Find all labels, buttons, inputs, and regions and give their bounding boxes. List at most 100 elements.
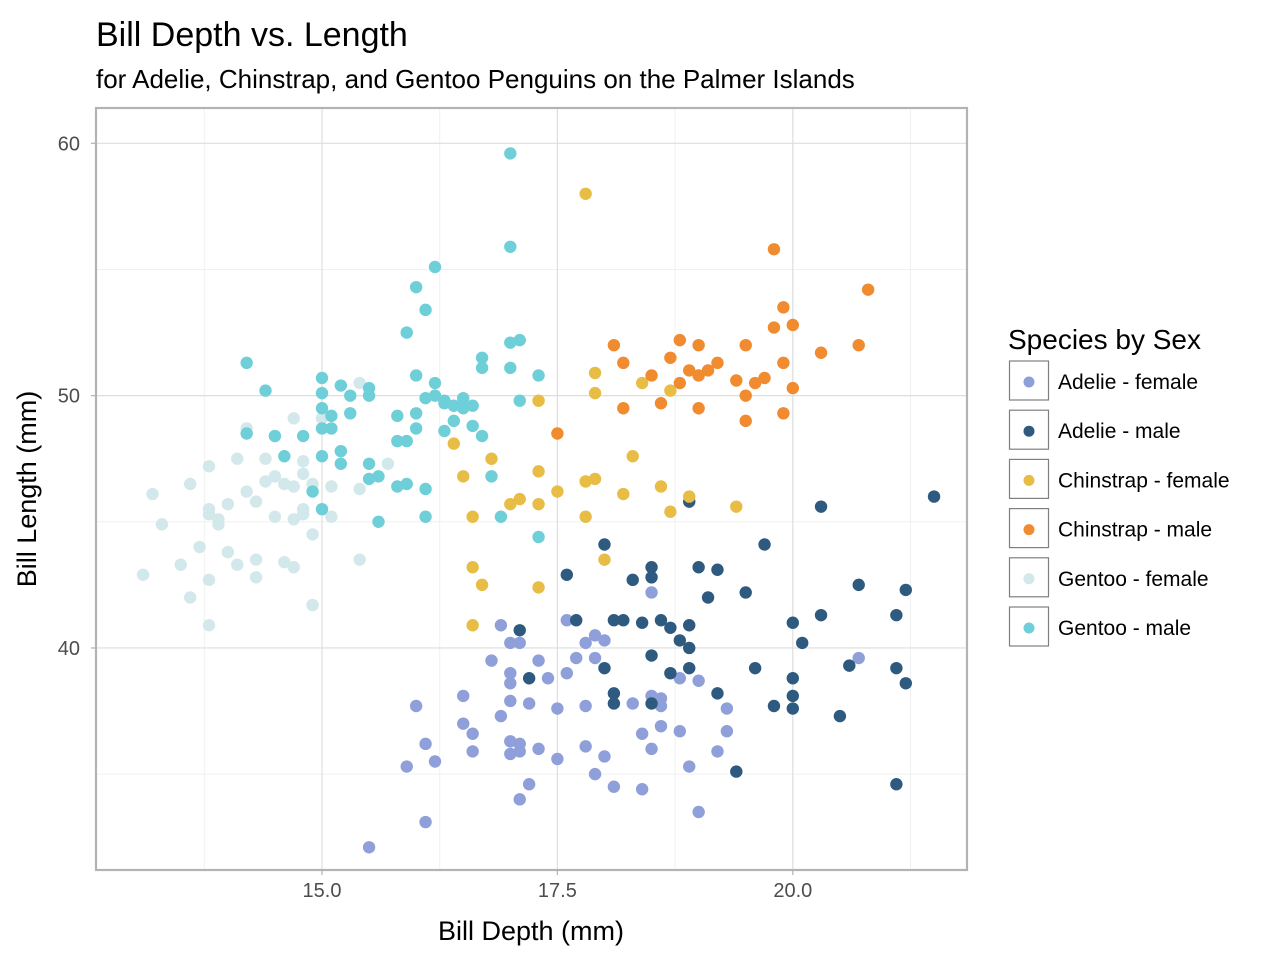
data-point <box>635 783 649 796</box>
data-point <box>400 760 413 773</box>
data-point <box>221 545 235 559</box>
data-point <box>927 490 941 503</box>
data-point <box>767 321 781 334</box>
data-point <box>833 709 847 723</box>
data-point <box>683 661 696 675</box>
data-point <box>551 427 564 440</box>
data-point <box>419 303 432 317</box>
data-point <box>758 538 771 551</box>
x-axis-label: Bill Depth (mm) <box>438 916 624 946</box>
data-point <box>353 482 366 496</box>
data-point <box>287 480 300 493</box>
data-point <box>372 515 385 529</box>
data-point <box>588 767 602 781</box>
data-point <box>202 460 216 473</box>
data-point <box>513 492 526 506</box>
data-point <box>522 697 536 710</box>
data-point <box>325 480 338 493</box>
data-point <box>315 386 329 400</box>
data-point <box>739 338 752 352</box>
legend-marker <box>1023 376 1035 388</box>
series-gentoo-male <box>240 147 545 544</box>
y-axis-ticks: 40 50 60 <box>58 133 96 660</box>
data-point <box>409 407 423 420</box>
data-point <box>409 699 423 713</box>
data-point <box>560 666 574 680</box>
data-point <box>588 629 602 642</box>
legend-label: Adelie - female <box>1058 371 1198 394</box>
data-point <box>607 687 621 700</box>
series-adelie-male <box>513 490 941 791</box>
data-point <box>447 399 461 412</box>
x-tick-label: 15.0 <box>303 880 342 902</box>
data-point <box>673 672 687 685</box>
data-point <box>645 561 658 574</box>
legend-label: Chinstrap - male <box>1058 519 1212 542</box>
data-point <box>626 449 639 463</box>
data-point <box>457 470 470 483</box>
data-point <box>419 737 432 751</box>
data-point <box>504 147 517 160</box>
data-point <box>588 366 602 380</box>
data-point <box>400 326 413 339</box>
data-point <box>419 482 432 496</box>
data-point <box>796 636 809 650</box>
data-point <box>588 386 602 400</box>
data-point <box>645 697 658 710</box>
data-point <box>588 651 602 665</box>
data-point <box>504 735 517 748</box>
data-point <box>579 510 592 523</box>
data-point <box>890 661 903 675</box>
data-point <box>202 619 216 632</box>
data-point <box>268 510 282 523</box>
data-point <box>438 424 451 438</box>
plot-background <box>96 108 967 870</box>
data-point <box>532 394 545 407</box>
data-point <box>325 510 338 523</box>
data-point <box>579 636 592 650</box>
data-point <box>786 381 799 395</box>
data-point <box>428 260 442 274</box>
data-point <box>711 745 724 758</box>
data-point <box>419 815 432 829</box>
data-point <box>485 654 498 667</box>
data-point <box>617 487 630 501</box>
data-point <box>466 745 479 758</box>
x-tick-label: 20.0 <box>773 880 812 902</box>
legend-marker <box>1023 474 1035 486</box>
data-point <box>692 369 705 382</box>
data-point <box>532 497 545 511</box>
data-point <box>428 755 442 768</box>
data-point <box>419 391 432 405</box>
data-point <box>598 553 611 566</box>
data-point <box>334 379 348 392</box>
data-point <box>391 409 404 423</box>
legend-label: Gentoo - male <box>1058 617 1191 640</box>
data-point <box>362 389 376 402</box>
legend-label: Chinstrap - female <box>1058 469 1230 492</box>
data-point <box>249 553 263 566</box>
data-point <box>240 485 253 498</box>
data-point <box>579 475 592 488</box>
data-point <box>306 485 319 498</box>
data-point <box>296 429 310 443</box>
data-point <box>315 449 329 463</box>
data-point <box>635 376 649 390</box>
data-point <box>890 608 903 622</box>
legend-item: Adelie - male <box>1008 409 1181 450</box>
data-point <box>607 780 621 793</box>
data-point <box>786 318 799 332</box>
data-point <box>711 687 724 700</box>
data-point <box>645 586 658 599</box>
data-point <box>814 346 828 359</box>
data-point <box>466 619 479 632</box>
data-point <box>372 470 385 483</box>
data-point <box>466 561 479 574</box>
data-point <box>626 697 639 710</box>
data-point <box>899 583 912 597</box>
chart-title: Bill Depth vs. Length <box>96 16 408 54</box>
data-point <box>391 434 404 448</box>
data-point <box>278 477 291 491</box>
data-point <box>475 429 489 443</box>
legend-items: Adelie - female Adelie - male Chinstrap - … <box>1008 360 1230 647</box>
